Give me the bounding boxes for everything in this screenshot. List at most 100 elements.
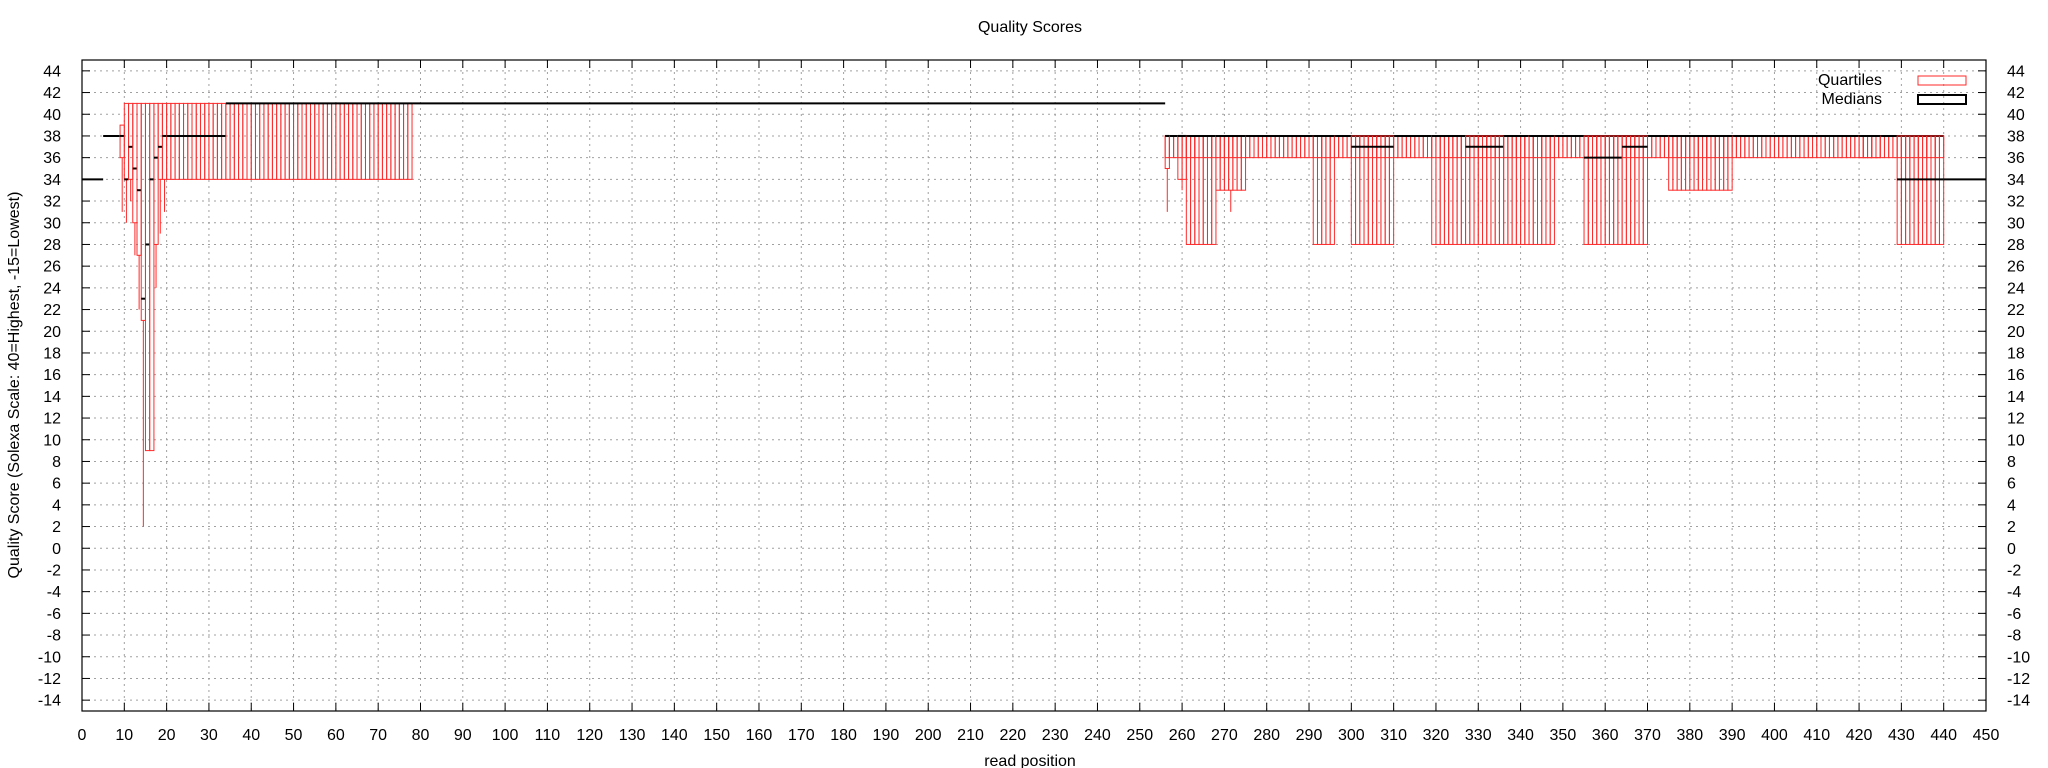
y-tick-label-right: 30 bbox=[2007, 215, 2025, 232]
quartile-box bbox=[1672, 135, 1678, 191]
quartile-box bbox=[1300, 135, 1306, 159]
quartile-box bbox=[1232, 135, 1238, 191]
quartile-box bbox=[1685, 135, 1691, 191]
y-tick-label-right: 4 bbox=[2007, 497, 2016, 514]
quartile-box bbox=[1431, 135, 1437, 245]
x-tick-label: 450 bbox=[1973, 727, 2000, 744]
quartile-box bbox=[322, 102, 328, 180]
quartile-box bbox=[1515, 135, 1522, 245]
quartile-box bbox=[369, 102, 375, 180]
legend: Quartiles Medians bbox=[1818, 72, 1967, 108]
quartile-box bbox=[149, 102, 155, 452]
quartile-box bbox=[1871, 135, 1877, 159]
quartile-box bbox=[305, 102, 311, 180]
x-tick-label: 0 bbox=[78, 727, 87, 744]
quartile-box bbox=[1824, 135, 1830, 159]
quartile-box bbox=[254, 102, 261, 180]
quartile-box bbox=[1541, 135, 1547, 159]
quartile-box bbox=[318, 102, 324, 180]
y-tick-label-right: 24 bbox=[2007, 280, 2025, 297]
quartile-box bbox=[1663, 135, 1670, 159]
quartile-box bbox=[1930, 135, 1936, 245]
quartile-box bbox=[1926, 135, 1932, 159]
quartile-box bbox=[1503, 135, 1509, 159]
quartile-box bbox=[1194, 135, 1200, 245]
quartile-box bbox=[1240, 135, 1247, 191]
quartile-box bbox=[1253, 135, 1259, 159]
quartile-box bbox=[1397, 135, 1403, 159]
quartile-box bbox=[238, 102, 244, 180]
quartile-box bbox=[225, 102, 231, 180]
x-tick-label: 290 bbox=[1296, 727, 1323, 744]
quartile-box bbox=[1494, 135, 1500, 245]
quartile-box bbox=[1727, 135, 1733, 191]
y-tick-label-right: 18 bbox=[2007, 345, 2025, 362]
quartile-box bbox=[1790, 135, 1797, 159]
quartile-box bbox=[1448, 135, 1454, 245]
quartile-box bbox=[1845, 135, 1852, 159]
quartile-box bbox=[1608, 135, 1615, 159]
quartile-box bbox=[1583, 135, 1589, 159]
quartile-box bbox=[250, 102, 256, 180]
quartile-box bbox=[1190, 135, 1196, 159]
quartile-box bbox=[1448, 135, 1454, 159]
quartile-box bbox=[1388, 135, 1395, 245]
quartile-box bbox=[1173, 135, 1179, 159]
quartile-box bbox=[1896, 135, 1902, 245]
quartile-box bbox=[1867, 135, 1873, 159]
quartile-box bbox=[166, 102, 172, 180]
x-tick-label: 420 bbox=[1846, 727, 1873, 744]
quartile-box bbox=[1439, 135, 1445, 245]
quartile-box bbox=[1862, 135, 1869, 159]
x-tick-label: 370 bbox=[1634, 727, 1661, 744]
quartile-box bbox=[1511, 135, 1517, 245]
legend-swatch-quartiles bbox=[1917, 75, 1967, 86]
quartile-box bbox=[144, 102, 151, 452]
quartile-box bbox=[326, 102, 333, 180]
quartile-box bbox=[1507, 135, 1513, 245]
quartile-box bbox=[1236, 135, 1242, 191]
quartile-box bbox=[1922, 135, 1928, 245]
quartile-box bbox=[1473, 135, 1479, 245]
quartile-box bbox=[1625, 135, 1632, 245]
y-tick-label: 38 bbox=[43, 128, 61, 145]
quartile-box bbox=[1274, 135, 1280, 159]
quartile-box bbox=[1261, 135, 1268, 159]
legend-label-quartiles: Quartiles bbox=[1818, 72, 1882, 89]
quartile-box bbox=[1930, 135, 1936, 159]
quartile-box bbox=[1697, 135, 1704, 191]
quartile-box bbox=[1456, 135, 1462, 245]
x-tick-label: 300 bbox=[1338, 727, 1365, 744]
quartile-box bbox=[1211, 135, 1217, 245]
quartile-box bbox=[1938, 135, 1945, 159]
quartile-box bbox=[1355, 135, 1361, 245]
quartile-box bbox=[1786, 135, 1792, 159]
quartile-box bbox=[174, 102, 180, 180]
quartile-box bbox=[1689, 135, 1695, 159]
quartile-box bbox=[1913, 135, 1919, 245]
quartile-box bbox=[1465, 135, 1471, 245]
quartile-box bbox=[1329, 135, 1335, 245]
y-tick-label: -14 bbox=[38, 693, 61, 710]
x-tick-label: 90 bbox=[454, 727, 472, 744]
x-tick-label: 430 bbox=[1888, 727, 1915, 744]
x-tick-label: 50 bbox=[285, 727, 303, 744]
quartile-box bbox=[1592, 135, 1598, 159]
quartile-box bbox=[1410, 135, 1416, 159]
quartile-box bbox=[1570, 135, 1577, 159]
quartile-box bbox=[1642, 135, 1649, 245]
y-tick-label: 16 bbox=[43, 367, 61, 384]
quartile-box bbox=[403, 102, 409, 180]
quartile-box bbox=[1608, 135, 1615, 245]
quartile-box bbox=[1731, 135, 1737, 159]
quartile-box bbox=[1511, 135, 1517, 159]
quartile-box bbox=[1223, 135, 1230, 191]
quartile-box bbox=[1443, 135, 1450, 159]
quartile-box bbox=[1566, 135, 1572, 159]
quartile-box bbox=[1905, 135, 1911, 159]
chart-title: Quality Scores bbox=[978, 19, 1082, 36]
quartile-box bbox=[1414, 135, 1420, 159]
quartile-box bbox=[1202, 135, 1208, 159]
quartile-box bbox=[1477, 135, 1483, 245]
quartile-box bbox=[199, 102, 206, 180]
